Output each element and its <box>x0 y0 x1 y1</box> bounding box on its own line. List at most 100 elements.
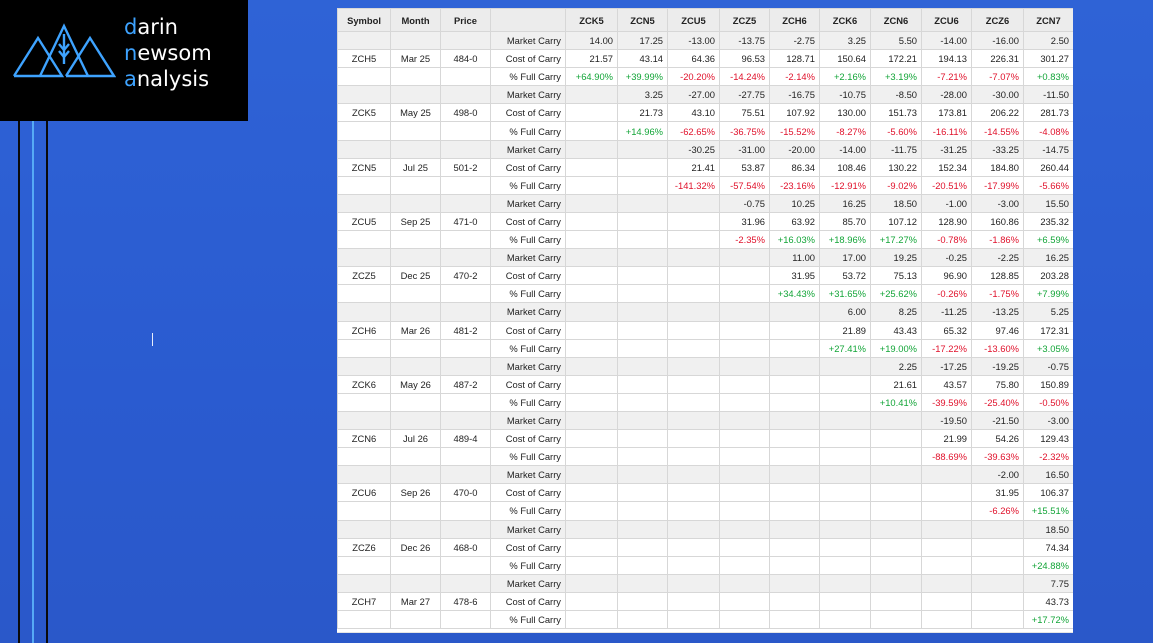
value-cell <box>617 266 668 286</box>
logo-line-2: newsom <box>124 40 212 66</box>
value-cell: -3.00 <box>1023 410 1073 431</box>
row-label: Cost of Carry <box>490 211 566 232</box>
value-cell: -2.14% <box>769 67 820 87</box>
symbol-cell <box>337 501 391 521</box>
row-label: % Full Carry <box>490 175 566 195</box>
value-cell: -16.11% <box>921 121 972 141</box>
value-cell <box>769 338 820 358</box>
value-cell <box>719 609 770 630</box>
value-cell <box>667 211 720 232</box>
value-cell: 43.57 <box>921 374 972 394</box>
value-cell <box>617 537 668 557</box>
value-cell <box>719 483 770 503</box>
value-cell <box>667 537 720 557</box>
value-cell: +17.27% <box>870 230 922 250</box>
value-cell: 16.25 <box>1023 248 1073 268</box>
month-cell: May 26 <box>390 374 441 394</box>
value-cell <box>565 447 618 467</box>
row-label: Cost of Carry <box>490 374 566 394</box>
logo-accent-letter: n <box>124 41 138 65</box>
price-cell: 481-2 <box>440 320 491 340</box>
value-cell: +2.16% <box>819 67 871 87</box>
value-cell <box>565 483 618 503</box>
price-cell <box>440 230 491 250</box>
logo-line-2-rest: ewsom <box>137 41 212 65</box>
value-cell <box>617 392 668 412</box>
value-cell: -11.75 <box>870 139 922 159</box>
price-cell: 478-6 <box>440 591 491 612</box>
table-row: ZCH6 Mar 26 481-2 Cost of Carry 21.89 43.43 65… <box>337 320 1073 340</box>
price-cell <box>440 284 491 304</box>
price-cell: 471-0 <box>440 211 491 232</box>
value-cell <box>617 338 668 358</box>
value-cell <box>667 429 720 449</box>
value-cell: -20.00 <box>769 139 820 159</box>
symbol-cell <box>337 30 391 51</box>
value-cell: 31.95 <box>769 266 820 286</box>
symbol-cell <box>337 193 391 213</box>
value-cell <box>769 609 820 630</box>
month-cell <box>390 465 441 485</box>
value-cell: -57.54% <box>719 175 770 195</box>
value-cell: 128.85 <box>971 266 1024 286</box>
table-row: ZCU5 Sep 25 471-0 Cost of Carry 31.96 63.92 85… <box>337 211 1073 232</box>
row-label: % Full Carry <box>490 121 566 141</box>
value-cell: 10.25 <box>769 193 820 213</box>
value-cell <box>719 356 770 376</box>
table-row: % Full Carry +24.88% <box>337 555 1073 575</box>
value-cell: 43.43 <box>870 320 922 340</box>
value-cell: -9.02% <box>870 175 922 195</box>
logo-line-3-rest: nalysis <box>136 67 210 91</box>
value-cell: 152.34 <box>921 157 972 177</box>
row-label: Market Carry <box>490 193 566 213</box>
value-cell: -15.52% <box>769 121 820 141</box>
column-header: ZCZ6 <box>971 8 1024 32</box>
decorative-line <box>32 121 34 643</box>
value-cell <box>719 248 770 268</box>
value-cell: -25.40% <box>971 392 1024 412</box>
table-row: % Full Carry -2.35% +16.03% +18.96% +17.27% -… <box>337 230 1073 250</box>
value-cell: -6.26% <box>971 501 1024 521</box>
value-cell: 64.36 <box>667 49 720 69</box>
value-cell: -0.75 <box>1023 356 1073 376</box>
value-cell <box>667 356 720 376</box>
table-row: % Full Carry +10.41% -39.59% -25.40% -0.50% <box>337 392 1073 412</box>
row-label: % Full Carry <box>490 555 566 575</box>
price-cell <box>440 573 491 593</box>
value-cell <box>667 230 720 250</box>
value-cell: 21.99 <box>921 429 972 449</box>
value-cell <box>565 465 618 485</box>
value-cell <box>565 157 618 177</box>
value-cell <box>565 573 618 593</box>
value-cell <box>565 103 618 123</box>
value-cell <box>667 284 720 304</box>
price-cell <box>440 302 491 322</box>
column-header: ZCK6 <box>819 8 871 32</box>
value-cell <box>667 447 720 467</box>
value-cell <box>617 193 668 213</box>
value-cell: -20.51% <box>921 175 972 195</box>
symbol-cell <box>337 338 391 358</box>
price-cell: 498-0 <box>440 103 491 123</box>
value-cell: 3.25 <box>819 30 871 51</box>
price-cell <box>440 67 491 87</box>
price-cell: 501-2 <box>440 157 491 177</box>
value-cell <box>819 483 871 503</box>
month-cell <box>390 248 441 268</box>
column-header: Month <box>390 8 441 32</box>
month-cell <box>390 284 441 304</box>
value-cell: 43.73 <box>1023 591 1073 612</box>
value-cell <box>565 266 618 286</box>
price-cell: 487-2 <box>440 374 491 394</box>
logo-wordmark: darin newsom analysis <box>124 14 212 92</box>
value-cell <box>565 410 618 431</box>
price-cell <box>440 193 491 213</box>
month-cell <box>390 193 441 213</box>
symbol-cell <box>337 302 391 322</box>
value-cell <box>565 284 618 304</box>
table-row: Market Carry -30.25 -31.00 -20.00 -14.00 -11.… <box>337 139 1073 159</box>
row-label: % Full Carry <box>490 501 566 521</box>
row-label: Market Carry <box>490 85 566 105</box>
value-cell: -20.20% <box>667 67 720 87</box>
value-cell <box>719 573 770 593</box>
